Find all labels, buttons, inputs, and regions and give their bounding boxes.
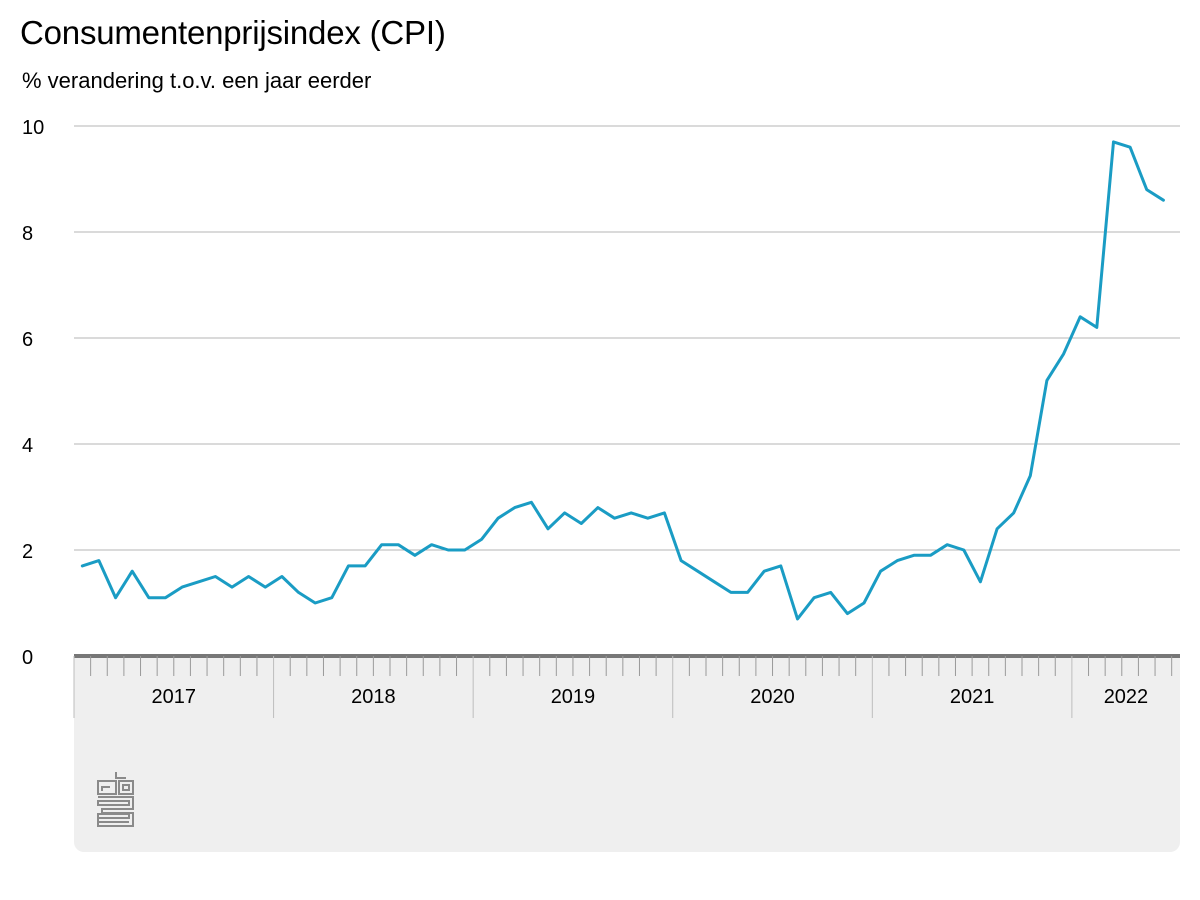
x-tick-label: 2020	[750, 686, 795, 708]
y-tick-label: 10	[22, 117, 44, 139]
x-axis: 2017 2018 2019 2020 2021 2022	[73, 654, 1180, 718]
grid-lines	[74, 125, 1180, 551]
x-tick-label: 2018	[351, 686, 396, 708]
series-layer	[80, 140, 1165, 621]
axis-panel-top-fill	[74, 656, 1180, 676]
chart-subtitle: % verandering t.o.v. een jaar eerder	[22, 68, 372, 93]
series-line-cpi	[80, 140, 1165, 621]
cbs-logo	[97, 772, 134, 827]
y-tick-label: 4	[22, 435, 33, 457]
y-axis-tick-labels: 0 2 4 6 8 10	[22, 117, 44, 669]
y-tick-label: 8	[22, 223, 33, 245]
x-tick-label: 2022	[1104, 686, 1149, 708]
x-tick-label: 2019	[551, 686, 596, 708]
y-tick-label: 0	[22, 647, 33, 669]
y-tick-label: 2	[22, 541, 33, 563]
y-tick-label: 6	[22, 329, 33, 351]
x-tick-label: 2021	[950, 686, 995, 708]
x-tick-label: 2017	[152, 686, 197, 708]
axis-panel	[74, 656, 1180, 852]
chart-title: Consumentenprijsindex (CPI)	[20, 14, 446, 51]
